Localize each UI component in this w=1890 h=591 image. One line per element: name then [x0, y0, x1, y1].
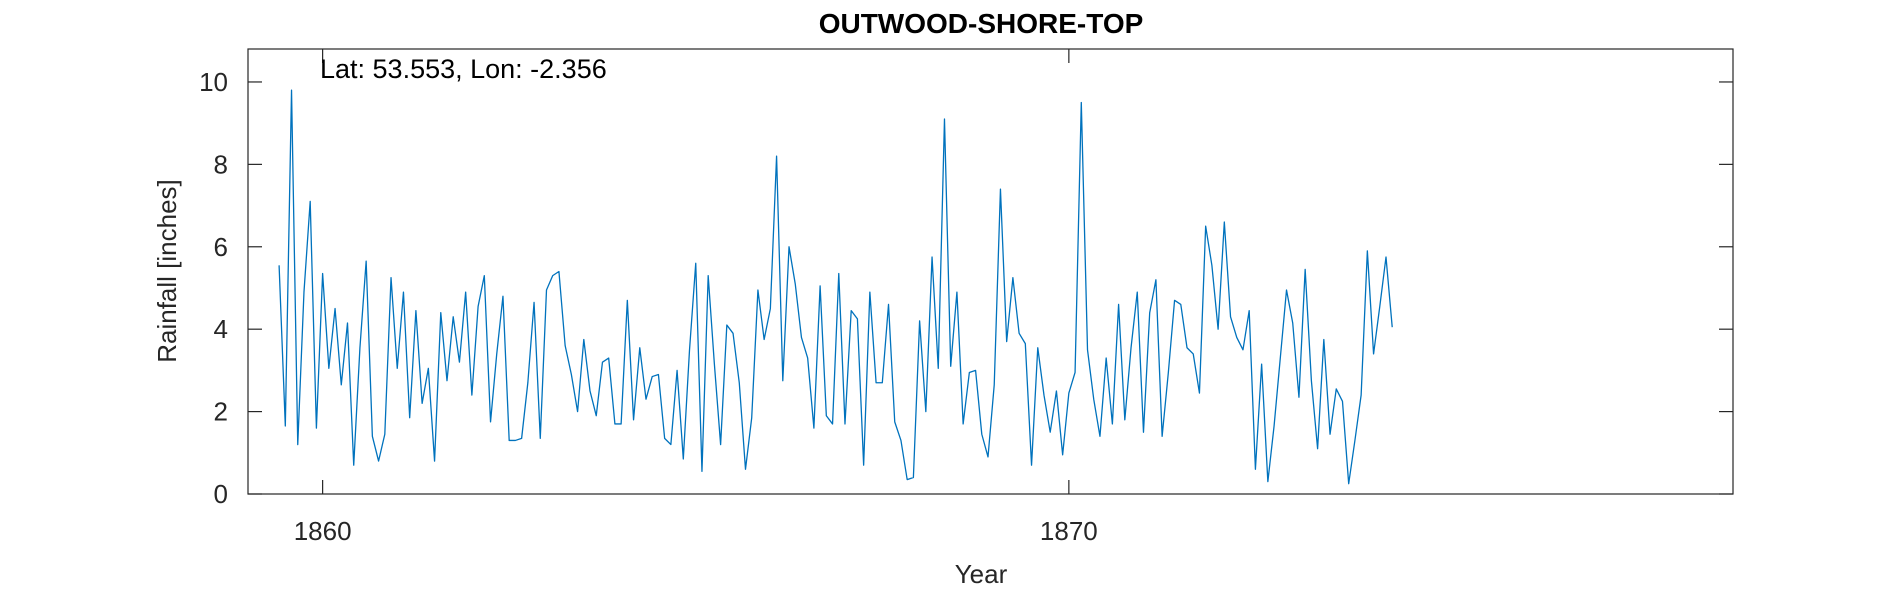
plot-area-box	[247, 48, 1734, 495]
y-tick-label: 4	[214, 314, 228, 344]
y-tick-label: 8	[214, 149, 228, 179]
y-tick-label: 10	[199, 67, 228, 97]
x-axis-label: Year	[955, 559, 1008, 589]
axis-ticks	[248, 49, 1733, 495]
y-tick-label: 0	[214, 479, 228, 509]
location-annotation: Lat: 53.553, Lon: -2.356	[320, 54, 607, 84]
series-layer	[278, 89, 1393, 485]
tick-labels: 0 2 4 6 8 10 1860 1870	[199, 67, 1098, 546]
series-line-0	[278, 89, 1393, 485]
x-tick-label: 1860	[294, 516, 352, 546]
chart-title: OUTWOOD-SHORE-TOP	[819, 8, 1144, 39]
y-tick-label: 2	[214, 397, 228, 427]
x-tick-label: 1870	[1040, 516, 1098, 546]
y-tick-label: 6	[214, 232, 228, 262]
y-axis-label: Rainfall [inches]	[152, 179, 182, 363]
